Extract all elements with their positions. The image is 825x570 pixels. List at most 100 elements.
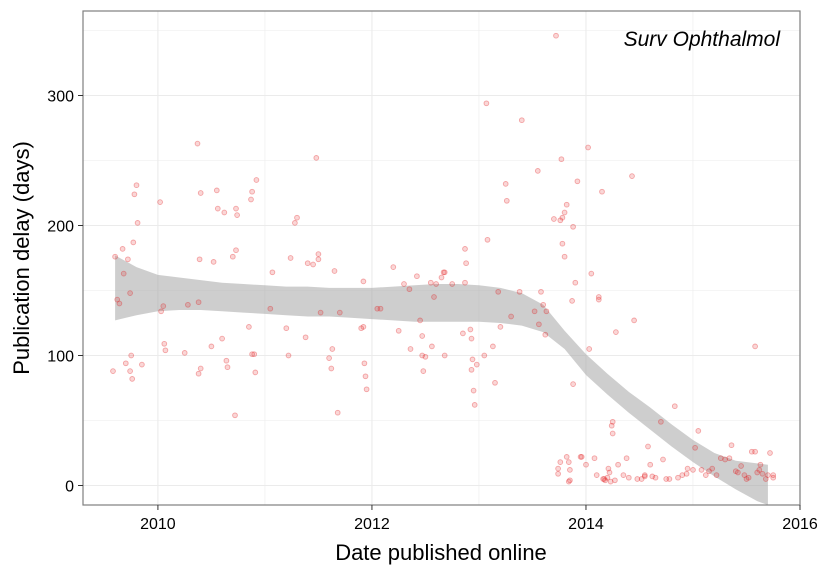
data-point [748, 448, 755, 455]
data-point [130, 239, 137, 246]
data-point [607, 478, 614, 485]
data-point [586, 346, 593, 352]
data-point [283, 325, 290, 332]
data-point [214, 205, 221, 212]
data-point [679, 472, 686, 478]
data-point [134, 220, 141, 226]
data-point [595, 296, 602, 303]
data-point [313, 155, 320, 161]
data-point [606, 469, 613, 476]
data-point [161, 340, 168, 347]
data-point [358, 325, 365, 332]
data-point [574, 178, 581, 185]
data-point [119, 246, 126, 252]
data-point [160, 303, 167, 309]
data-point [363, 386, 370, 393]
data-point [591, 455, 598, 462]
data-point [577, 454, 584, 460]
x-axis-title: Date published online [335, 540, 547, 565]
data-point [194, 140, 201, 147]
data-point [414, 273, 420, 280]
data-point [698, 467, 705, 473]
data-point [660, 456, 666, 463]
data-point [567, 467, 573, 473]
data-point [555, 470, 561, 477]
data-point [328, 365, 335, 372]
data-point [531, 308, 538, 315]
data-point [197, 190, 204, 196]
data-point [110, 368, 116, 374]
data-point [593, 472, 600, 478]
data-point [675, 474, 681, 481]
data-point [565, 459, 572, 465]
x-tick-label: 2012 [354, 516, 390, 533]
data-point [605, 465, 612, 472]
data-point [129, 376, 136, 382]
data-point [492, 379, 498, 386]
data-point [269, 269, 276, 276]
data-point [726, 455, 733, 462]
data-point [666, 476, 673, 482]
data-point [467, 326, 474, 333]
data-point [468, 366, 475, 373]
data-point [623, 455, 630, 462]
x-tick-label: 2010 [140, 516, 176, 533]
data-point [647, 461, 654, 468]
data-point [441, 352, 448, 359]
data-point [770, 472, 777, 478]
data-point [570, 381, 576, 387]
data-point [441, 269, 448, 276]
data-point [315, 251, 322, 257]
data-point [709, 465, 716, 472]
y-tick-label: 300 [47, 89, 74, 106]
data-point [543, 308, 550, 315]
data-point [713, 472, 720, 478]
data-point [131, 191, 138, 198]
data-point [251, 351, 258, 358]
data-point [684, 465, 691, 472]
data-point [463, 260, 469, 267]
data-point [615, 461, 621, 468]
data-point [770, 474, 777, 481]
data-point [631, 317, 637, 324]
data-point [557, 217, 564, 224]
data-point [361, 360, 368, 367]
data-point [419, 352, 426, 359]
data-point [223, 357, 230, 364]
data-point [317, 309, 324, 316]
data-point [641, 472, 648, 478]
data-point [417, 317, 423, 324]
data-point [219, 335, 225, 342]
data-point [717, 455, 724, 462]
data-point [406, 286, 413, 293]
data-point [116, 300, 123, 307]
data-point [234, 212, 240, 218]
data-point [128, 352, 135, 359]
data-point [360, 324, 367, 330]
data-point [570, 223, 576, 230]
data-point [197, 365, 204, 372]
data-point [756, 467, 763, 473]
data-point [302, 334, 309, 341]
data-point [429, 343, 435, 350]
data-point [735, 469, 741, 476]
data-point [752, 343, 758, 350]
data-point [765, 472, 771, 478]
data-point [224, 364, 231, 371]
data-point [516, 288, 523, 295]
data-point [565, 478, 572, 485]
data-point [542, 331, 549, 338]
data-point [767, 450, 773, 456]
data-point [557, 459, 564, 465]
data-point [162, 347, 169, 354]
data-point [671, 403, 678, 410]
data-point [534, 168, 541, 174]
data-point [551, 216, 557, 222]
data-point [196, 256, 203, 263]
plot-border [82, 10, 801, 506]
data-point [745, 474, 752, 481]
data-point [195, 370, 202, 377]
data-point [625, 474, 632, 481]
data-point [540, 301, 547, 308]
data-point [468, 335, 475, 342]
